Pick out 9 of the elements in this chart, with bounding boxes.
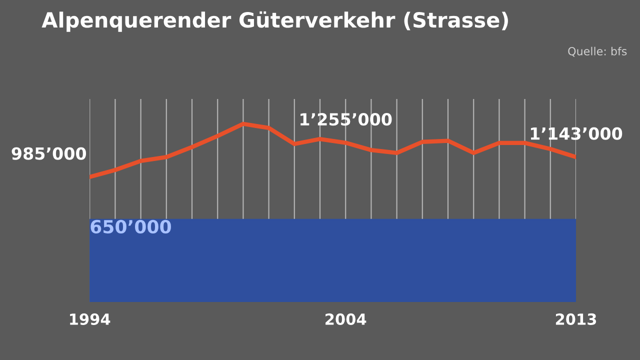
x-tick-label: 2013 xyxy=(556,313,596,325)
annotation: 985’000 xyxy=(12,147,86,160)
source-note: Quelle: bfs xyxy=(568,46,627,57)
annotation: 1’255’000 xyxy=(300,113,392,126)
chart-title: Alpenquerender Güterverkehr (Strasse) xyxy=(42,11,508,32)
annotation: 1’143’000 xyxy=(530,127,622,140)
x-tick-label: 1994 xyxy=(70,313,110,325)
x-tick-label: 2004 xyxy=(326,313,366,325)
band-label: 650’000 xyxy=(90,220,171,234)
